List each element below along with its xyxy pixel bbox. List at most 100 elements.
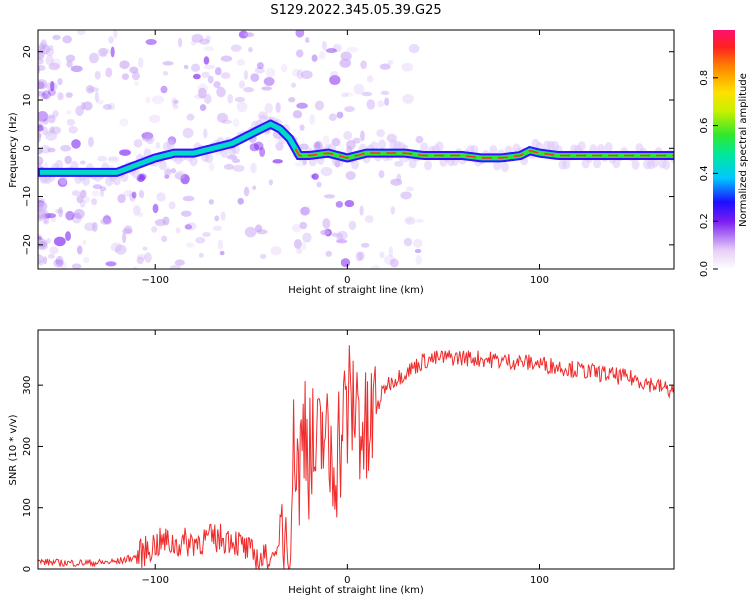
spectrogram-noise-blob: [57, 78, 63, 86]
spectrogram-noise-blob: [302, 205, 311, 214]
spectrogram-noise-blob: [55, 255, 64, 267]
spectrogram-noise-blob: [243, 32, 255, 38]
spectrogram-noise-blob: [219, 250, 225, 256]
snr-ticks: −100 0 100 0 100 200 300: [22, 330, 674, 586]
spectrogram-noise-blob: [66, 60, 73, 68]
spectrogram-noise-blob: [133, 81, 140, 86]
spectrogram-noise-blob: [65, 92, 73, 98]
spectrogram-noise-blob: [299, 221, 308, 230]
spectrogram-noise-blob: [156, 192, 166, 202]
colorbar-tick-label: 0.4: [699, 165, 710, 181]
spectrogram-noise-blob: [280, 64, 288, 73]
figure-title: S129.2022.345.05.39.G25: [270, 3, 441, 18]
spectrogram-noise-blob: [408, 43, 420, 54]
colorbar: 0.0 0.2 0.4 0.6 0.8 Normalized spectral ampl…: [699, 30, 749, 277]
spectrogram-noise-blob: [38, 234, 42, 239]
spectrogram-noise-blob: [180, 210, 192, 217]
spectrogram-noise-blob: [348, 220, 357, 231]
spectrogram-noise-blob: [379, 63, 391, 70]
spectrogram-noise-blob: [164, 174, 170, 179]
spectrogram-noise-blob: [379, 251, 385, 259]
spectrogram-noise-blob: [320, 229, 331, 236]
spectrogram-noise-blob: [293, 239, 302, 249]
spectrogram-noise-blob: [302, 232, 312, 243]
spectrogram-ytick-label: 0: [22, 145, 33, 151]
spectrogram-noise-blob: [65, 210, 75, 221]
spectrogram-noise-blob: [311, 173, 319, 180]
spectrogram-halo: [82, 175, 91, 186]
spectrogram-noise-blob: [194, 93, 206, 100]
spectrogram-noise-blob: [65, 231, 71, 242]
spectrogram-noise-blob: [162, 216, 170, 226]
spectrogram-ytick-label: −20: [22, 234, 33, 255]
spectrogram-noise-blob: [136, 253, 147, 261]
spectrogram-noise-blob: [45, 48, 55, 57]
spectrogram-noise-blob: [110, 46, 115, 58]
spectrogram-noise-blob: [394, 160, 404, 167]
spectrogram-frame: [37, 29, 675, 270]
spectrogram-noise-blob: [148, 114, 161, 124]
spectrogram-noise-blob: [390, 206, 396, 215]
spectrogram-noise-blob: [232, 158, 241, 164]
spectrogram-noise-blob: [259, 146, 266, 158]
spectrogram-noise-blob: [198, 87, 207, 99]
spectrogram-noise-blob: [62, 35, 73, 44]
spectrogram-noise-blob: [216, 86, 226, 98]
spectrogram-noise-blob: [205, 35, 211, 43]
spectrogram-noise-blob: [82, 101, 93, 111]
spectrogram-noise-blob: [47, 253, 55, 259]
spectrogram-noise-blob: [38, 210, 45, 220]
spectrogram-noise-blob: [38, 216, 44, 222]
spectrogram-noise-blob: [253, 141, 264, 151]
spectrogram-noise-blob: [227, 93, 234, 104]
spectrogram-noise-blob: [38, 111, 49, 122]
spectrogram-noise-blob: [268, 179, 274, 186]
spectrogram-noise-blob: [94, 70, 101, 80]
spectrogram-noise-blob: [214, 67, 222, 76]
spectrogram-noise-blob: [415, 218, 424, 223]
spectrogram-ytick-label: −10: [22, 186, 33, 207]
spectrogram-noise-blob: [38, 198, 46, 203]
spectrogram-noise-blob: [113, 30, 118, 39]
spectrogram-noise-blob: [73, 208, 85, 219]
spectrogram-noise-blob: [332, 44, 342, 53]
spectrogram-noise-blob: [360, 60, 367, 70]
spectrogram-noise-blob: [212, 225, 223, 231]
spectrogram-noise-blob: [50, 80, 55, 92]
spectrogram-halo: [351, 159, 360, 170]
spectrogram-noise-blob: [299, 124, 305, 131]
spectrogram-noise-blob: [155, 142, 161, 149]
spectrogram-noise-blob: [174, 259, 185, 266]
spectrogram-halo: [577, 141, 586, 152]
spectrogram-noise-blob: [330, 70, 339, 79]
spectrogram-noise-blob: [49, 246, 59, 255]
spectrogram-ylabel: Frequency (Hz): [8, 112, 19, 188]
spectrogram-noise-blob: [305, 37, 310, 44]
spectrogram-noise-blob: [60, 144, 72, 152]
spectrogram-noise-blob: [119, 60, 130, 69]
spectrogram-noise-blob: [80, 101, 86, 110]
spectrogram-noise-blob: [122, 228, 133, 235]
spectrogram-noise-blob: [336, 230, 348, 240]
spectrogram-noise-blob: [168, 201, 176, 210]
spectrogram-noise-blob: [38, 260, 44, 266]
spectrogram-noise-blob: [400, 191, 412, 200]
spectrogram-noise-blob: [51, 126, 62, 135]
spectrogram-noise-blob: [203, 128, 208, 139]
spectrogram-noise-blob: [199, 38, 210, 45]
spectrogram-noise-blob: [42, 219, 48, 224]
spectrogram-halo: [489, 145, 498, 156]
spectrogram-noise-blob: [336, 111, 344, 119]
spectrogram-noise-blob: [291, 223, 302, 233]
spectrogram-noise-blob: [360, 130, 365, 142]
spectrogram-noise-blob: [346, 46, 359, 53]
spectrogram-noise-blob: [366, 75, 374, 83]
snr-panel: −100 0 100 0 100 200 300 Height of straight li…: [8, 329, 675, 596]
spectrogram-noise-blob: [47, 115, 56, 124]
spectrogram-noise-blob: [38, 57, 44, 65]
spectrogram-noise-blob: [58, 206, 63, 218]
spectrogram-noise-blob: [38, 214, 43, 219]
spectrogram-noise-blob: [322, 218, 331, 230]
spectrogram-noise-blob: [52, 34, 61, 40]
